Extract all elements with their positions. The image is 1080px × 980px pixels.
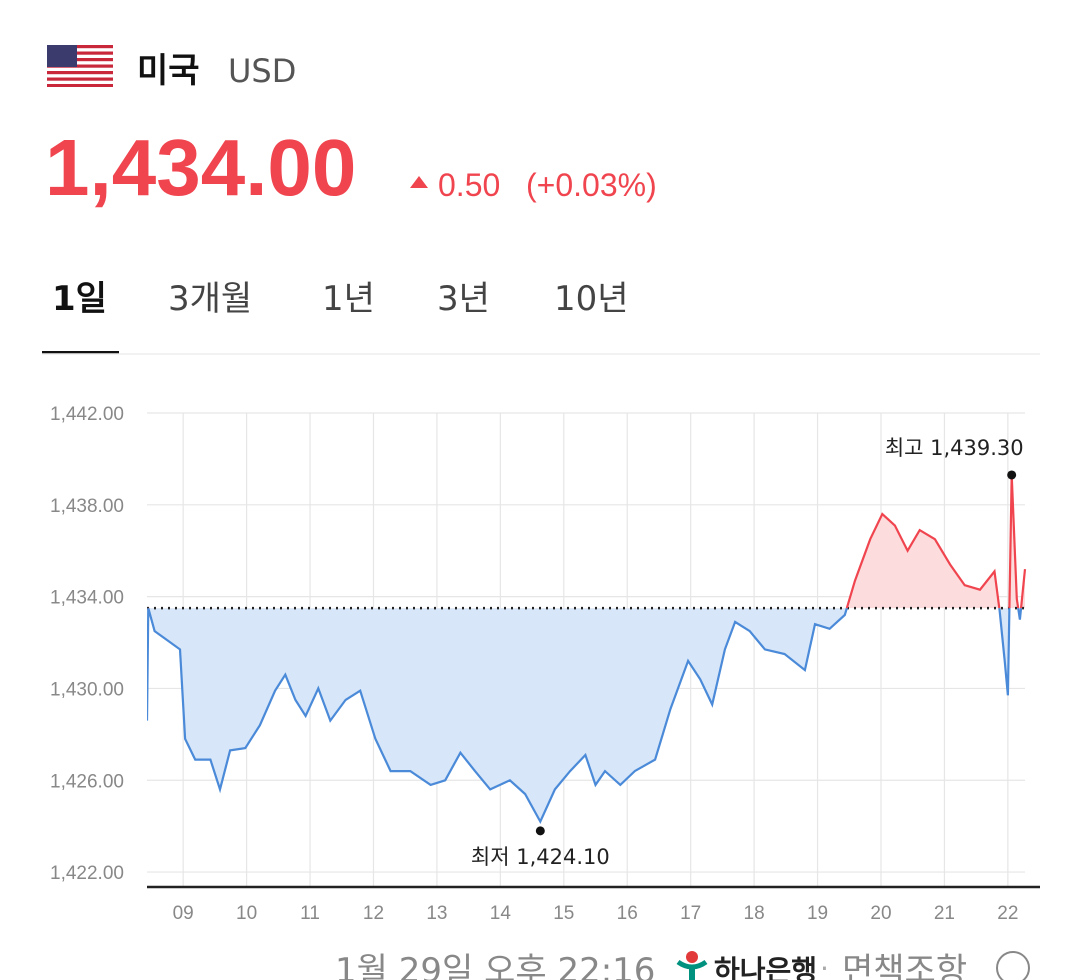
tabs: 1일 3개월 1년 3년 10년 [42,279,629,354]
x-tick-label: 09 [173,903,194,924]
x-tick-label: 11 [300,903,320,924]
change-percent: (+0.03%) [526,167,657,203]
x-tick-label: 20 [870,903,891,924]
annotation-label: 최고 1,439.30 [885,436,1024,460]
x-tick-label: 14 [490,903,512,924]
bank-name: 하나은행 [714,954,817,980]
country: 미국 [137,51,200,91]
y-tick-label: 1,442.00 [50,404,124,425]
tab[interactable]: 3년 [437,279,490,319]
x-tick-label: 15 [553,903,574,924]
tab[interactable]: 3개월 [168,279,252,319]
line-above [147,474,1027,609]
x-tick-label: 18 [744,903,765,924]
flag [47,45,113,87]
annotation-dot [535,826,545,836]
tab[interactable]: 10년 [554,279,629,319]
x-tick-label: 19 [807,903,828,924]
x-tick-label: 13 [426,903,447,924]
timestamp: 1월 29일 오후 22:16 [335,951,655,980]
price: 1,434.00 [45,123,356,212]
change: 0.50 [438,167,500,203]
tab[interactable]: 1일 [52,279,107,319]
tab[interactable]: 1년 [322,279,375,319]
x-tick-label: 16 [617,903,638,924]
x-tick-label: 12 [363,903,384,924]
area-above [148,475,1025,609]
bank-logo [676,951,708,980]
y-tick-label: 1,438.00 [50,496,124,517]
x-tick-label: 22 [997,903,1018,924]
disclaimer[interactable]: 면책조항 [842,951,967,980]
annotation-label: 최저 1,424.10 [471,845,610,869]
annotation-dot [1007,470,1017,480]
y-tick-label: 1,434.00 [50,588,124,609]
up-arrow [410,176,428,188]
area-below [147,608,1025,822]
footer: 1월 29일 오후 22:16 하나은행 · 면책조항 [335,951,1030,980]
x-tick-label: 10 [236,903,257,924]
x-tick-label: 17 [680,903,701,924]
y-tick-label: 1,430.00 [50,679,124,700]
x-tick-label: 21 [934,903,955,924]
y-tick-label: 1,426.00 [50,771,124,792]
line-below [147,608,1023,825]
separator: · [820,952,829,980]
info-icon[interactable] [996,951,1030,980]
currency: USD [228,52,296,90]
tab-underline [42,351,119,354]
y-tick-label: 1,422.00 [50,863,124,884]
chart: 1,422.00 1,426.00 1,430.00 1,434.00 1,438.00… [50,404,1040,924]
